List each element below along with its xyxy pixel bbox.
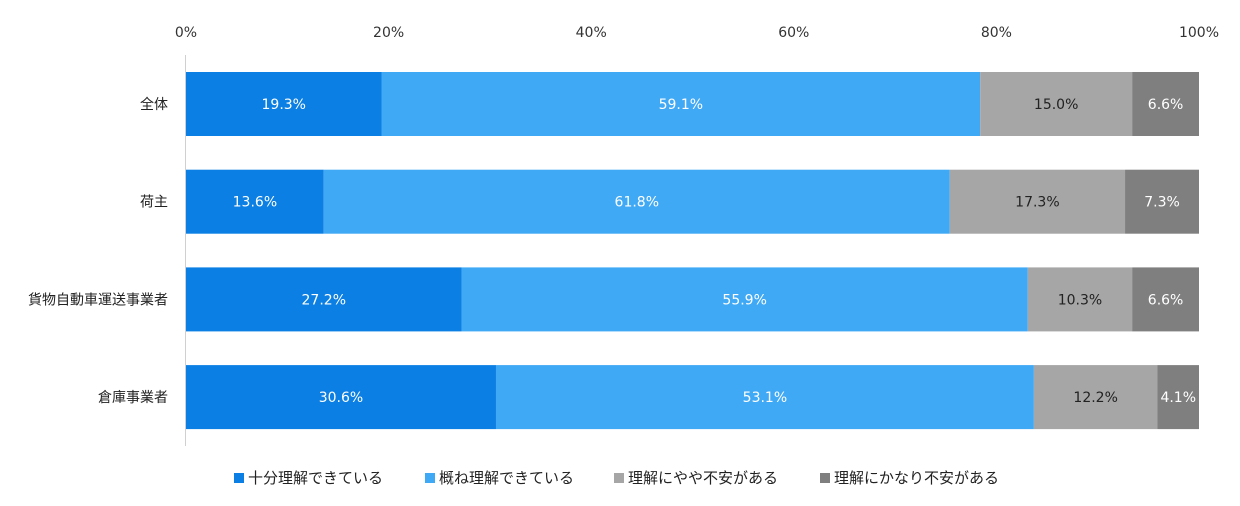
data-label: 55.9% <box>722 292 766 308</box>
bar-segment <box>980 72 1133 136</box>
data-label: 61.8% <box>615 195 659 211</box>
x-tick-label: 20% <box>373 25 404 41</box>
bar-segment <box>1157 365 1199 430</box>
data-label: 27.2% <box>302 292 346 308</box>
data-label: 6.6% <box>1148 97 1184 113</box>
data-label: 10.3% <box>1058 292 1102 308</box>
data-label: 15.0% <box>1034 97 1078 113</box>
bar-segment <box>186 169 324 234</box>
bar-segment <box>495 365 1034 430</box>
data-label: 30.6% <box>319 390 363 406</box>
legend-swatch <box>425 473 435 483</box>
bar-segment <box>186 365 496 430</box>
data-label: 59.1% <box>659 97 703 113</box>
bar-segment <box>1132 267 1199 332</box>
bar-segment <box>381 72 981 136</box>
bar-segment <box>186 267 462 332</box>
data-label: 19.3% <box>262 97 306 113</box>
bar-segment <box>323 169 950 234</box>
bar-segment <box>1033 365 1158 430</box>
legend-label: 概ね理解できている <box>439 469 574 487</box>
category-label: 全体 <box>140 96 168 113</box>
bar-segment <box>949 169 1126 234</box>
bar-segment <box>1132 72 1199 136</box>
legend-label: 十分理解できている <box>248 469 383 487</box>
data-label: 7.3% <box>1144 195 1180 211</box>
legend-label: 理解にやや不安がある <box>628 469 778 487</box>
data-label: 4.1% <box>1160 390 1196 406</box>
data-label: 53.1% <box>743 390 787 406</box>
bar-segment <box>1027 267 1133 332</box>
category-label: 貨物自動車運送事業者 <box>28 291 168 308</box>
legend-label: 理解にかなり不安がある <box>834 469 999 487</box>
data-label: 12.2% <box>1073 390 1117 406</box>
data-label: 6.6% <box>1148 292 1184 308</box>
bar-segment <box>1125 169 1199 234</box>
category-label: 倉庫事業者 <box>98 389 168 406</box>
x-tick-label: 40% <box>576 25 607 41</box>
data-label: 13.6% <box>233 195 277 211</box>
legend-swatch <box>234 473 244 483</box>
legend-swatch <box>820 473 830 483</box>
legend-swatch <box>614 473 624 483</box>
bar-segment <box>186 72 382 136</box>
x-tick-label: 60% <box>778 25 809 41</box>
x-tick-label: 80% <box>981 25 1012 41</box>
data-label: 17.3% <box>1015 195 1059 211</box>
category-label: 荷主 <box>140 195 168 211</box>
x-tick-label: 100% <box>1179 25 1219 41</box>
x-tick-label: 0% <box>175 25 197 41</box>
bar-segment <box>461 267 1028 332</box>
